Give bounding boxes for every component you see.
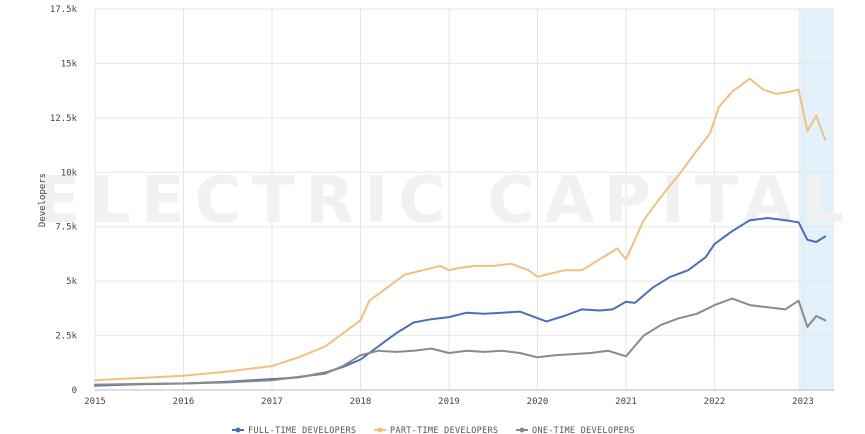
y-tick-label: 15k: [61, 59, 78, 69]
x-tick-label: 2017: [261, 397, 283, 407]
x-tick-label: 2022: [704, 397, 726, 407]
x-tick-label: 2020: [527, 397, 549, 407]
x-tick-label: 2016: [173, 397, 195, 407]
y-tick-label: 5k: [66, 277, 77, 287]
x-tick-label: 2023: [792, 397, 814, 407]
series-line-part-time: [94, 77, 827, 382]
y-tick-label: 12.5k: [50, 114, 78, 124]
y-tick-label: 0: [72, 386, 77, 396]
legend-label: PART-TIME DEVELOPERS: [390, 426, 498, 434]
legend-label: ONE-TIME DEVELOPERS: [532, 426, 635, 434]
x-tick-label: 2015: [84, 397, 106, 407]
highlight-region: [798, 9, 834, 390]
legend: FULL-TIME DEVELOPERS PART-TIME DEVELOPERS…: [232, 426, 635, 434]
y-tick-label: 17.5k: [50, 5, 78, 15]
y-tick-label: 10k: [61, 168, 78, 178]
x-tick-label: 2021: [615, 397, 637, 407]
legend-swatch-dot: [235, 427, 241, 433]
legend-swatch-dot: [377, 427, 383, 433]
watermark: ELECTRIC CAPITAL: [36, 164, 853, 238]
y-axis-ticks: 0 2.5k 5k 7.5k 10k 12.5k 15k 17.5k: [50, 5, 78, 396]
y-tick-label: 7.5k: [55, 223, 77, 233]
series-line-one-time: [94, 297, 827, 386]
x-tick-label: 2018: [350, 397, 372, 407]
y-axis-label: Developers: [38, 173, 48, 227]
x-axis-ticks: 2015 2016 2017 2018 2019 2020 2021 2022 2023: [84, 397, 814, 407]
x-tick-label: 2019: [438, 397, 460, 407]
legend-swatch-dot: [519, 427, 525, 433]
y-tick-label: 2.5k: [55, 332, 77, 342]
series-lines: [94, 77, 827, 387]
legend-label: FULL-TIME DEVELOPERS: [248, 426, 356, 434]
grid-lines: [94, 8, 834, 391]
